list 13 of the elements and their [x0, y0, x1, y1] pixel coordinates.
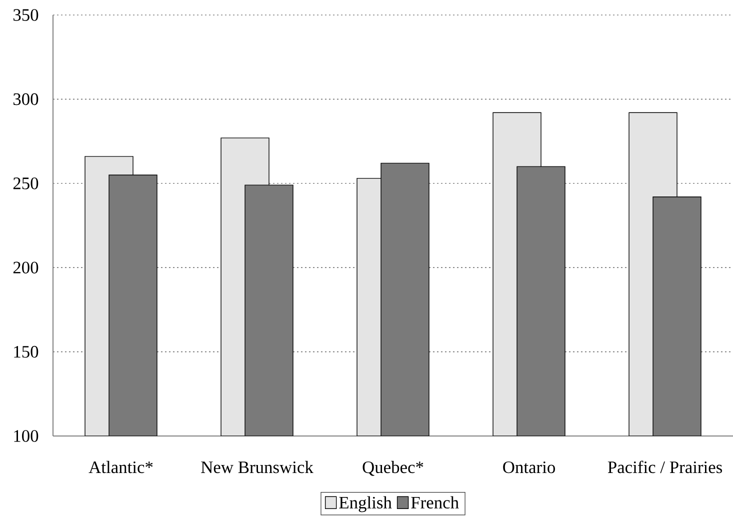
y-tick-label: 300 [13, 93, 38, 106]
legend-label: French [411, 496, 459, 509]
y-tick-label: 100 [14, 430, 38, 442]
y-tick-label: 350 [13, 9, 38, 21]
x-tick-label: Quebec* [362, 460, 424, 476]
legend-label: English [339, 496, 392, 512]
y-tick-label: 200 [13, 262, 38, 274]
x-tick-label: Pacific / Prairies [608, 460, 722, 474]
x-tick-label: New Brunswick [201, 460, 314, 474]
x-tick-label: Ontario [503, 461, 555, 474]
y-tick-label: 250 [13, 178, 38, 190]
y-tick-label: 150 [14, 346, 38, 358]
x-tick-label: Atlantic* [88, 460, 153, 474]
